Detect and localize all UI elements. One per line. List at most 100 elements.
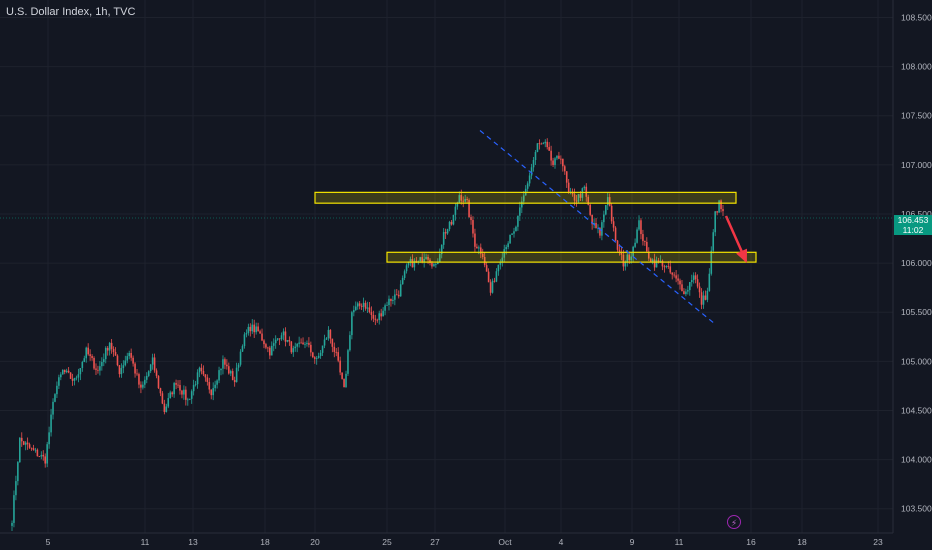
candle-body [487,271,490,283]
candle-body [294,346,297,349]
candle-body [673,274,675,276]
candle-body [683,291,685,295]
candle-body [558,155,560,159]
candle-body [360,305,363,307]
candle-body [101,362,103,367]
candle-body [163,403,166,412]
candle-body [339,360,341,373]
candle-body [702,295,705,305]
candle-body [290,341,293,353]
candle-body [228,366,230,374]
candle-body [612,221,615,228]
candle-body [103,359,105,363]
candle-body [231,371,234,381]
candle-body [540,143,543,145]
candle-body [718,200,720,213]
candle-body [489,282,492,293]
candle-body [716,211,718,213]
candle-body [669,266,672,273]
candle-body [575,200,578,202]
candle-body [446,229,449,234]
trendline[interactable] [479,130,716,325]
candle-body [704,295,707,300]
candle-body [89,354,91,357]
candle-body [353,310,355,313]
time-tick-label: 5 [46,537,51,547]
candle-body [286,340,289,342]
candle-body [399,284,402,297]
candle-body [655,260,658,268]
candle-body [245,333,248,335]
candle-body [458,195,461,203]
candle-body [433,264,435,267]
candle-body [58,377,60,386]
candle-body [122,365,125,369]
resistance-zone-rectangle[interactable] [314,191,737,204]
candle-body [722,209,724,212]
candle-body [667,266,670,267]
candle-body [165,406,168,412]
candle-body [36,449,39,457]
candle-body [681,284,683,292]
bar-countdown: 11:02 [902,225,924,235]
time-tick-label: 20 [310,537,320,547]
candle-body [32,448,35,450]
candle-body [169,392,172,399]
price-tick-label: 106.000 [901,258,932,268]
candle-body [646,241,648,252]
candle-body [40,454,43,457]
candle-body [329,329,332,339]
candle-body [624,262,627,267]
candle-body [52,401,54,415]
candle-body [411,259,414,268]
time-axis[interactable]: 5 11 13 18 20 25 27 Oct 4 9 11 16 18 23 [46,537,883,547]
candle-body [517,215,519,227]
candle-body [327,329,330,339]
lightning-icon[interactable]: ⚡ [727,515,741,529]
candle-body [384,305,386,311]
candle-body [573,194,576,201]
candle-body [595,222,597,229]
candle-body [319,352,322,356]
candle-body [24,442,27,445]
candle-body [284,331,287,342]
candle-body [661,260,664,267]
candle-body [562,158,564,167]
candle-body [81,361,84,369]
price-tick-label: 107.500 [901,111,932,121]
candle-body [190,391,193,399]
price-axis[interactable]: 108.500 108.000 107.500 107.000 106.500 106.0… [901,13,932,514]
candle-body [599,227,601,236]
candle-body [97,369,99,371]
drawings-layer[interactable] [314,130,757,325]
candle-body [456,202,459,207]
candle-body [11,522,13,526]
candle-body [136,373,138,375]
last-price-badge: 106.453 11:02 [894,215,932,235]
candle-body [110,342,113,349]
candle-body [132,357,134,364]
candle-body [425,256,427,259]
candle-body [28,444,31,448]
candle-body [679,280,681,285]
price-tick-label: 108.000 [901,62,932,72]
candle-body [46,444,48,464]
candle-body [470,217,472,221]
candle-body [71,378,74,381]
candle-body [497,264,500,272]
candle-body [431,262,433,267]
candle-body [202,370,205,375]
candle-body [362,302,365,307]
candle-body [335,351,338,353]
candle-body [302,342,304,345]
arrow-head[interactable] [736,248,748,263]
resistance-zone-rectangle[interactable] [386,251,757,263]
candle-body [501,257,504,263]
candle-body [485,265,488,272]
candle-body [665,266,668,268]
candle-body [472,220,474,234]
candle-body [73,378,76,381]
candle-body [220,368,222,371]
candle-body [200,367,203,371]
